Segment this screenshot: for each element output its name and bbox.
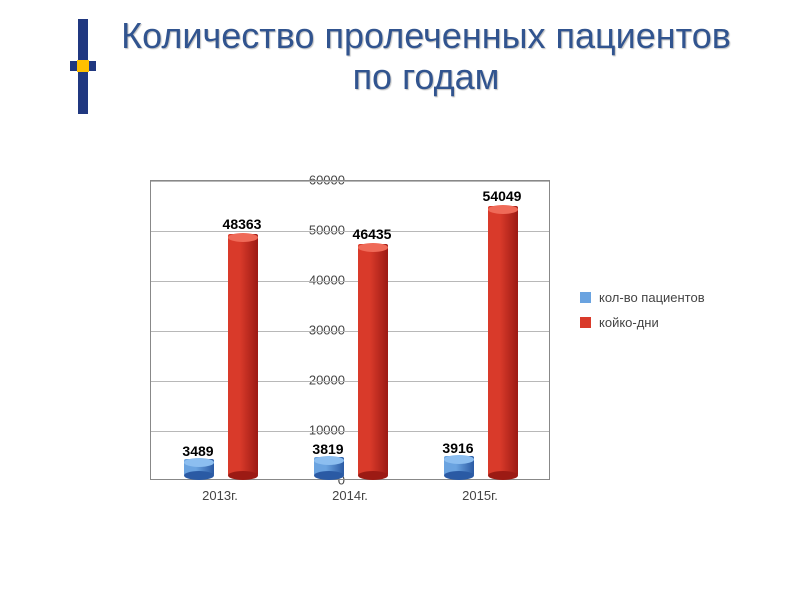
bullet-icon (70, 19, 96, 114)
bar (228, 237, 258, 479)
xtick: 2013г. (202, 488, 238, 503)
xtick: 2015г. (462, 488, 498, 503)
bar (314, 460, 344, 479)
bar (488, 209, 518, 479)
data-label: 3819 (312, 441, 343, 457)
slide: Количество пролеченных пациентов по года… (0, 0, 800, 600)
patients-chart: 0100002000030000400005000060000 2013г.20… (70, 170, 750, 540)
data-label: 54049 (483, 188, 522, 204)
bar (184, 462, 214, 479)
bar (444, 459, 474, 479)
slide-title: Количество пролеченных пациентов по года… (116, 15, 736, 98)
xtick: 2014г. (332, 488, 368, 503)
data-label: 3916 (442, 440, 473, 456)
legend-label: койко-дни (599, 315, 659, 330)
plot-area (150, 180, 550, 480)
bar (358, 247, 388, 479)
data-label: 48363 (223, 216, 262, 232)
legend-item: койко-дни (580, 315, 705, 330)
legend-item: кол-во пациентов (580, 290, 705, 305)
legend-label: кол-во пациентов (599, 290, 705, 305)
data-label: 3489 (182, 443, 213, 459)
title-block: Количество пролеченных пациентов по года… (70, 15, 736, 114)
legend: кол-во пациентов койко-дни (580, 290, 705, 340)
data-label: 46435 (353, 226, 392, 242)
